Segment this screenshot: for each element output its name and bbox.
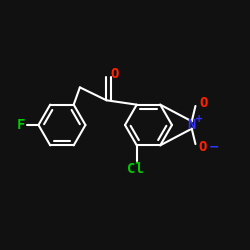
Text: Cl: Cl (127, 162, 144, 176)
Text: O: O (200, 96, 208, 110)
Text: +: + (195, 114, 203, 124)
Text: −: − (208, 140, 219, 153)
Text: O: O (110, 67, 118, 81)
Text: F: F (17, 118, 25, 132)
Text: O: O (198, 140, 206, 153)
Text: N: N (188, 118, 196, 132)
